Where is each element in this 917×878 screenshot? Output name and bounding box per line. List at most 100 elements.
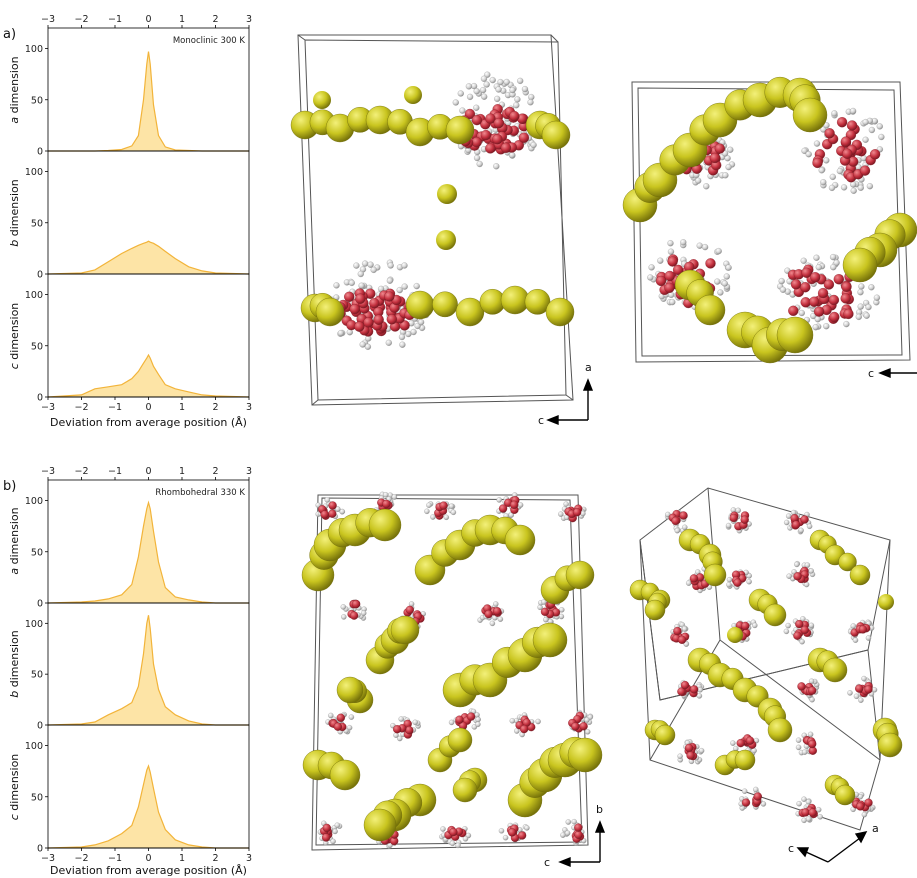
hydrogen-atom [812,324,819,331]
cation-atom [315,297,345,327]
panel-a-ylabel-c: c dimension [8,303,21,370]
distribution-area [48,502,249,603]
hydrogen-atom [503,78,510,86]
oxygen-atom [349,611,359,620]
hydrogen-atom [722,172,729,179]
oxygen-atom [571,722,580,731]
oxygen-atom [809,296,820,307]
hydrogen-atom [459,107,466,114]
cation-chain [872,717,903,758]
hydrogen-atom [521,85,529,93]
top-x-tick-label: 0 [145,14,151,25]
oxygen-atom [793,631,802,640]
hydrogen-atom [830,264,837,271]
top-x-tick-label: −1 [108,466,122,477]
hydrogen-atom [857,303,864,310]
cation-atom [432,291,458,318]
hydrogen-atom [560,832,566,838]
panel-a-subplot-b: 0 50 100 [25,150,250,281]
hydrogen-atom [509,86,516,94]
oxygen-atom [689,685,699,694]
oxygen-atoms-cluster [787,264,855,324]
panel-b-top-xaxis: −3 −2 −1 0 1 2 3 [41,466,252,480]
oxygen-atom [705,258,716,269]
hydrogen-atom [361,260,369,267]
cation-atom [504,524,536,556]
y-tick-label: 0 [37,147,43,158]
hydrogen-atom [795,744,802,751]
hydrogen-atom [857,184,864,191]
oxygen-atom [518,132,530,143]
oxygen-atom [858,625,868,634]
x-tick-label: 2 [212,402,218,413]
hydrogen-atom [785,622,791,629]
oxygen-atom [800,282,811,293]
oxygen-atom [793,572,802,581]
hydrogen-atom [473,88,480,95]
distribution-line [47,500,249,604]
hydrogen-atom [328,712,334,719]
oxygen-atom [836,117,848,128]
hydrogen-atom [398,333,406,341]
hydrogen-atom [334,822,341,828]
hydrogen-atom [829,173,836,181]
hydrogen-atom [801,796,807,802]
hydrogen-atom [348,714,355,720]
hydrogen-atom [571,818,577,825]
cation-atom [877,732,903,758]
distribution-line [47,240,250,275]
hydrogen-atom [564,830,571,836]
cation-atom [767,717,793,743]
oxygen-atom [812,157,823,169]
oxygen-atom [322,823,331,833]
hydrogen-atom [715,247,722,255]
panel-a: a) −3 −2 −1 0 1 2 3 0 50 100 0 50 100 0 50 100 −3 −2 −1… [3,14,252,429]
hydrogen-atom [497,78,504,86]
oxygen-atom [574,830,583,839]
oxygen-atom [320,510,329,519]
cation-atom [878,594,894,610]
y-tick-label: 50 [31,547,43,558]
hydrogen-atom [387,262,394,269]
unit-cell-box [631,81,911,363]
cation-atom [445,115,475,145]
oxygen-atom [574,823,583,832]
cation-atom [842,247,878,283]
hydrogen-atom [399,341,406,348]
hydrogen-atom [808,622,815,629]
cation-chain [363,783,437,842]
oxygen-atom [741,621,750,631]
oxygen-atom [509,110,520,122]
panel-b-annotation: Rhombohedral 330 K [155,488,245,498]
cation-chain [842,212,917,283]
hydrogen-atom [820,179,827,186]
hydrogen-atom [833,259,840,266]
oxygen-atom [842,148,853,159]
hydrogen-atom [695,177,702,184]
hydrogen-atom [858,283,865,290]
oxygen-atom [733,578,742,587]
hydrogen-atom [735,507,741,514]
cation-atom [703,563,727,587]
top-x-tick-label: −1 [108,14,122,25]
cation-atom [727,627,743,643]
cation-atom [363,808,397,842]
hydrogen-atom [412,719,418,726]
hydrogen-atom [696,242,703,249]
oxygen-atom [405,605,414,615]
hydrogen-atom [843,320,850,328]
hydrogen-atom [726,581,732,588]
hydrogen-atom [850,623,857,629]
hydrogen-atom [783,628,790,635]
hydrogen-atom [340,604,347,610]
hydrogen-atom [725,264,732,271]
axis-label-a: a [872,822,879,835]
hydrogen-atom [541,599,547,605]
hydrogen-atom [677,753,683,759]
y-tick-label: 100 [25,619,43,630]
x-tick-label: 0 [145,402,151,413]
hydrogen-atom [333,282,340,289]
hydrogen-atom [783,519,790,526]
cation-atom [644,599,666,621]
hydrogen-atom [683,641,690,647]
